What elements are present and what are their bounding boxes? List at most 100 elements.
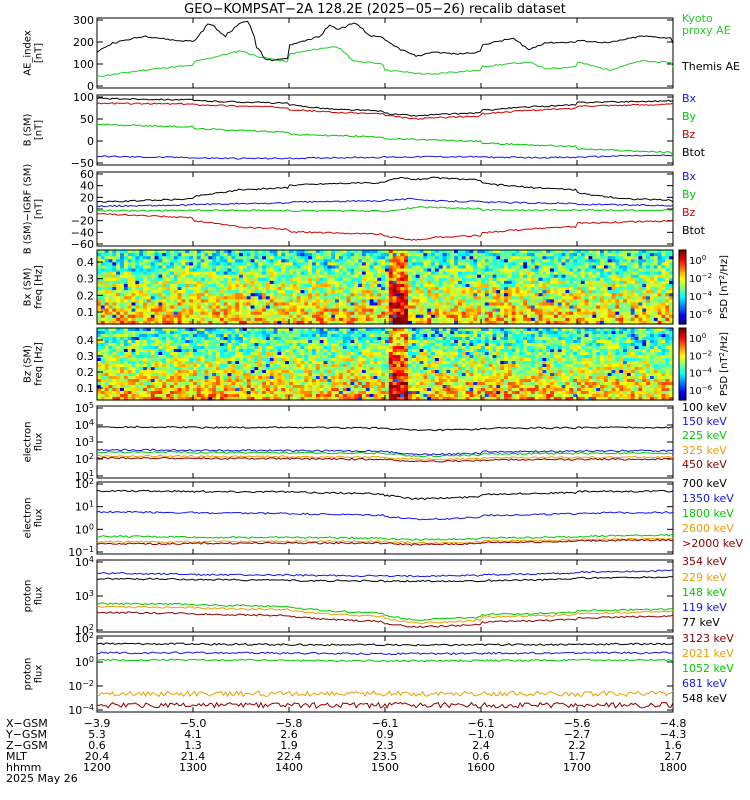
spectrogram-cell: [438, 287, 444, 291]
spectrogram-cell: [500, 262, 505, 267]
spectrogram-cell: [469, 262, 474, 267]
spectrogram-cell: [177, 308, 183, 313]
spectrogram-cell: [419, 259, 424, 263]
spectrogram-cell: [557, 274, 563, 279]
spectrogram-cell: [404, 256, 409, 260]
spectrogram-cell: [150, 253, 156, 257]
spectrogram-cell: [223, 397, 229, 401]
spectrogram-cell: [561, 280, 567, 285]
spectrogram-cell: [173, 262, 179, 267]
spectrogram-cell: [196, 317, 202, 322]
spectrogram-cell: [615, 314, 620, 319]
spectrogram-cell: [354, 271, 359, 276]
spectrogram-cell: [492, 287, 497, 291]
spectrogram-cell: [246, 262, 252, 267]
spectrogram-cell: [200, 287, 206, 291]
spectrogram-cell: [507, 311, 513, 316]
spectrogram-cell: [423, 311, 428, 316]
spectrogram-cell: [538, 262, 544, 267]
spectrogram-cell: [139, 253, 144, 257]
spectrogram-cell: [120, 388, 125, 392]
spectrogram-cell: [423, 250, 428, 254]
spectrogram-cell: [607, 302, 613, 307]
spectrogram-cell: [154, 346, 160, 350]
spectrogram-cell: [385, 268, 390, 273]
spectrogram-cell: [181, 340, 186, 344]
spectrogram-cell: [488, 317, 494, 322]
spectrogram-cell: [312, 259, 317, 263]
spectrogram-cell: [600, 277, 605, 282]
spectrogram-cell: [273, 346, 279, 350]
spectrogram-cell: [150, 388, 156, 392]
spectrogram-cell: [354, 283, 359, 288]
spectrogram-cell: [127, 376, 133, 380]
spectrogram-cell: [346, 320, 352, 325]
spectrogram-cell: [515, 317, 520, 322]
spectrogram-cell: [285, 379, 290, 383]
spectrogram-cell: [281, 302, 286, 307]
spectrogram-cell: [281, 337, 286, 341]
spectrogram-cell: [219, 388, 225, 392]
spectrogram-cell: [488, 253, 494, 257]
spectrogram-cell: [342, 274, 348, 279]
spectrogram-cell: [269, 367, 275, 371]
spectrogram-cell: [204, 296, 209, 300]
spectrogram-cell: [223, 299, 229, 304]
spectrogram-cell: [193, 376, 198, 380]
spectrogram-cell: [292, 262, 298, 267]
spectrogram-cell: [143, 320, 148, 325]
spectrogram-cell: [235, 274, 240, 279]
spectrogram-cell: [223, 296, 229, 300]
spectrogram-cell: [116, 305, 121, 310]
spectrogram-cell: [100, 352, 106, 356]
spectrogram-cell: [269, 293, 275, 297]
spectrogram-cell: [227, 346, 232, 350]
spectrogram-cell: [173, 346, 179, 350]
spectrogram-cell: [100, 343, 106, 347]
spectrogram-cell: [292, 271, 298, 276]
spectrogram-cell: [626, 308, 632, 313]
spectrogram-cell: [580, 259, 586, 263]
spectrogram-cell: [131, 331, 136, 335]
spectrogram-cell: [653, 274, 659, 279]
colorbar-segment: [679, 255, 686, 258]
spectrogram-cell: [254, 364, 259, 368]
spectrogram-cell: [649, 320, 655, 325]
spectrogram-cell: [553, 280, 559, 285]
spectrogram-cell: [219, 331, 225, 335]
colorbar-tick-label: 10−4: [689, 290, 713, 303]
spectrogram-cell: [504, 311, 509, 316]
spectrogram-cell: [603, 290, 609, 294]
colorbar-segment: [679, 309, 686, 312]
spectrogram-cell: [550, 271, 555, 276]
spectrogram-cell: [227, 343, 232, 347]
spectrogram-cell: [262, 337, 267, 341]
spectrogram-cell: [404, 259, 409, 263]
spectrogram-cell: [530, 277, 536, 282]
spectrogram-cell: [231, 299, 236, 304]
spectrogram-cell: [162, 385, 167, 389]
spectrogram-cell: [242, 256, 248, 260]
spectrogram-cell: [354, 280, 359, 285]
spectrogram-cell: [208, 346, 213, 350]
spectrogram-cell: [427, 259, 432, 263]
spectrogram-cell: [254, 253, 259, 257]
spectrogram-cell: [331, 256, 336, 260]
spectrogram-cell: [365, 302, 371, 307]
spectrogram-cell: [112, 364, 117, 368]
spectrogram-cell: [131, 293, 136, 297]
spectrogram-cell: [335, 311, 340, 316]
spectrogram-cell: [193, 290, 198, 294]
spectrogram-cell: [611, 305, 616, 310]
spectrogram-cell: [634, 299, 640, 304]
spectrogram-cell: [289, 337, 294, 341]
spectrogram-cell: [127, 397, 133, 401]
spectrogram-cell: [473, 320, 478, 325]
spectrogram-cell: [342, 268, 348, 273]
spectrogram-cell: [181, 343, 186, 347]
spectrogram-cell: [657, 277, 663, 282]
spectrogram-cell: [123, 376, 129, 380]
spectrogram-cell: [538, 320, 544, 325]
spectrogram-cell: [289, 334, 294, 338]
spectrogram-cell: [523, 290, 528, 294]
